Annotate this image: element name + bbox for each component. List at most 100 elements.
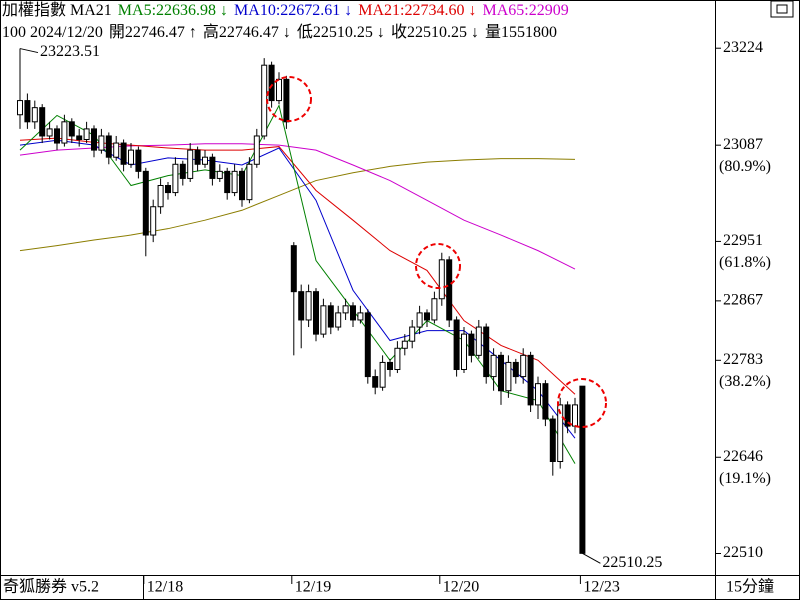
footer-right: 15分鐘 (726, 578, 774, 596)
candle-body (520, 354, 527, 378)
candle-body (498, 354, 504, 392)
candle-body (461, 333, 467, 371)
candle-body (142, 170, 149, 236)
ma-extra-line (19, 158, 576, 252)
y-tick-label: 22510 (723, 544, 763, 561)
candle-body (572, 404, 578, 427)
annotation-label: 23223.51 (40, 43, 100, 60)
footer-left: 奇狐勝券 v5.2 (3, 578, 99, 596)
candle-body (31, 107, 38, 123)
candle-body (438, 259, 445, 300)
candle-body (46, 128, 53, 137)
x-tick-label: 12/19 (295, 579, 331, 596)
candle-body (579, 385, 586, 554)
candle-body (290, 245, 297, 293)
candle-body (253, 135, 260, 165)
header-item: 低22510.25 ↓ (296, 24, 385, 41)
header-item: 加權指數 MA21 (2, 2, 112, 19)
candle-body (564, 404, 571, 427)
candle-body (557, 404, 564, 463)
candle-body (409, 326, 416, 342)
candle-body (68, 121, 75, 137)
candle-body (327, 305, 334, 328)
candle-body (542, 383, 549, 420)
y-tick-label: 22646 (723, 448, 763, 465)
candle-body (320, 305, 327, 335)
candle-body (194, 149, 201, 165)
candle-body (172, 163, 179, 194)
candle-body (335, 312, 342, 328)
candle-body (150, 206, 157, 236)
candle-body (468, 333, 475, 356)
header-item: 開22746.47 ↑ (108, 24, 197, 41)
candle-body (535, 383, 541, 406)
ma-line (19, 104, 576, 464)
header-line1: 加權指數 MA21 MA5:22636.98 ↓ MA10:22672.61 ↓ MA… (2, 0, 575, 22)
candle-body (313, 291, 319, 335)
candle-body (239, 170, 245, 201)
ma-line (19, 137, 576, 395)
candle-body (135, 149, 142, 172)
candle-body (61, 121, 68, 144)
candle-body (453, 319, 460, 371)
fib-label: (80.9%) (719, 158, 771, 175)
candle-body (350, 305, 356, 321)
candle-body (512, 361, 519, 378)
candle-body (261, 64, 268, 137)
candle-body (98, 135, 105, 151)
candle-body (305, 291, 312, 321)
ma-line (19, 139, 576, 439)
candle-body (91, 128, 97, 151)
header-item: 收22510.25 ↓ (390, 24, 479, 41)
candle-body (372, 376, 379, 388)
candle-body (54, 128, 60, 144)
candle-body (387, 361, 393, 371)
candle-body (446, 259, 453, 321)
header-item: 高22746.47 ↓ (202, 24, 291, 41)
highlight-circle (266, 76, 312, 122)
candle-body (394, 347, 401, 371)
ma-line (19, 143, 576, 270)
candle-body (549, 418, 556, 463)
candle-body (105, 135, 112, 158)
candle-body (224, 170, 231, 194)
header-item: MA5:22636.98 ↓ (117, 2, 229, 19)
candle-body (483, 326, 490, 378)
header-line2: 100 2024/12/20 開22746.47 ↑ 高22746.47 ↓ 低225… (2, 22, 575, 44)
candle-body (179, 163, 186, 179)
candle-body (357, 312, 364, 321)
header-item: 100 2024/12/20 (2, 24, 103, 41)
candle-body (17, 100, 23, 116)
candle-body (39, 107, 46, 137)
candle-body (187, 149, 194, 179)
candle-body (83, 128, 90, 141)
candle-body (505, 361, 512, 392)
candle-body (231, 170, 238, 194)
annotation-label: 22510.25 (602, 554, 662, 571)
annotation-leader (582, 552, 601, 564)
x-tick-label: 12/20 (443, 579, 479, 596)
candle-body (157, 185, 164, 208)
y-tick-label: 22783 (723, 351, 763, 368)
x-tick-label: 12/23 (583, 579, 619, 596)
candle-body (364, 312, 371, 378)
menu-icon[interactable] (770, 0, 794, 18)
candle-body (490, 354, 497, 378)
y-tick-label: 22867 (723, 292, 763, 309)
candle-body (283, 78, 290, 123)
plot: 23224 23087 22951 22867 22783 22646 22510 (80.9… (17, 39, 771, 596)
candle-body (424, 312, 430, 321)
y-tick-label: 22951 (723, 232, 763, 249)
y-tick-label: 23087 (723, 136, 763, 153)
candle-body (165, 185, 171, 194)
candle-body (475, 326, 482, 356)
fib-label: (38.2%) (719, 373, 771, 390)
highlight-circle (415, 243, 461, 289)
fib-label: (61.8%) (719, 254, 771, 271)
fib-label: (19.1%) (719, 470, 771, 487)
candle-body (276, 78, 282, 102)
y-tick-label: 23224 (723, 39, 763, 56)
